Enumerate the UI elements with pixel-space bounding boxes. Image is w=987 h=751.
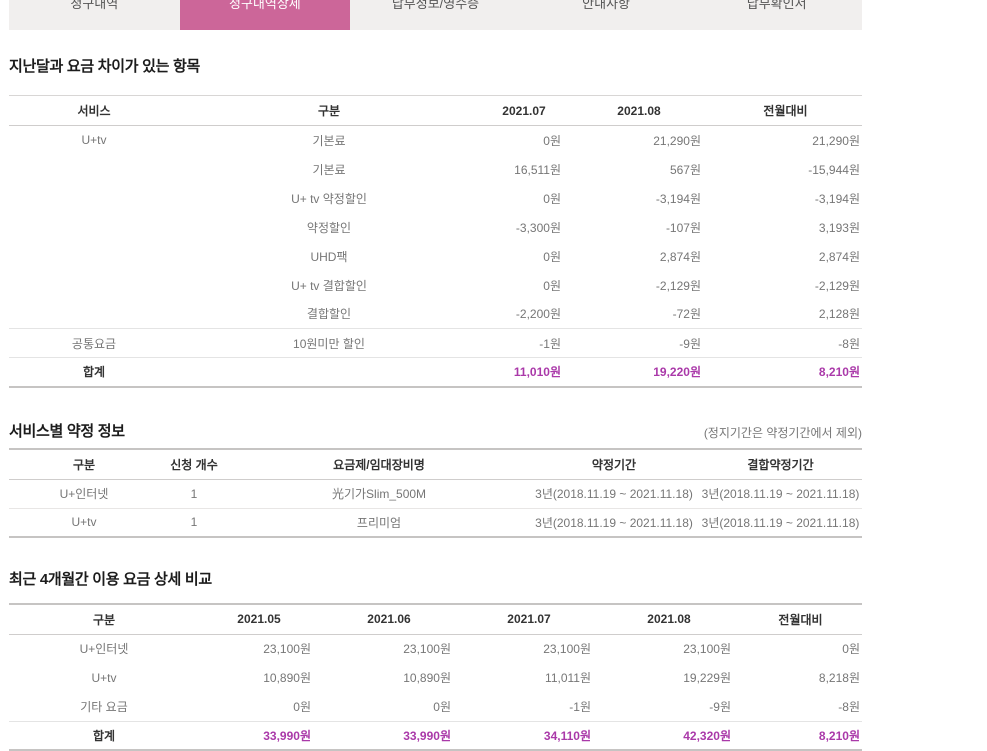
section1-title: 지난달과 요금 차이가 있는 항목	[9, 58, 200, 75]
table-row: U+인터넷 1 光기가Slim_500M 3년(2018.11.19 ~ 202…	[59, 486, 860, 502]
col-header-2021-05: 2021.05	[199, 603, 319, 635]
tab-bar: 청구내역 청구내역상세 납부정보/영수증 안내사항 납부확인서	[9, 0, 862, 30]
table-row: U+ tv 결합할인 0원 -2,129원 -2,129원	[291, 278, 860, 293]
table-row: U+tv 기본료 0원 21,290원 21,290원	[81, 133, 860, 148]
tab-payment-info-receipt[interactable]: 납부정보/영수증	[350, 0, 521, 30]
col-header-plan: 요금제/임대장비명	[229, 448, 529, 480]
col-header-bundle-period: 결합약정기간	[699, 448, 862, 480]
table-header-row: 구분 2021.05 2021.06 2021.07 2021.08 전월대비	[9, 603, 862, 635]
section2-note: (정지기간은 약정기간에서 제외)	[703, 426, 862, 440]
total-label: 합계	[9, 357, 179, 388]
col-header-type: 구분	[9, 603, 199, 635]
col-header-2021-06: 2021.06	[319, 603, 459, 635]
col-header-type: 구분	[9, 448, 159, 480]
table-row: U+ tv 약정할인 0원 -3,194원 -3,194원	[291, 191, 860, 206]
contract-info-table: 구분 신청 개수 요금제/임대장비명 약정기간 결합약정기간 U+인터넷 1 光…	[9, 448, 862, 538]
col-header-service: 서비스	[9, 95, 179, 126]
table-row: 결합할인 -2,200원 -72원 2,128원	[306, 307, 860, 322]
tab-billing-detail[interactable]: 청구내역상세	[179, 0, 351, 30]
tab-billing-summary[interactable]: 청구내역	[9, 0, 180, 30]
col-header-count: 신청 개수	[159, 448, 229, 480]
fee-difference-table: 서비스 구분 2021.07 2021.08 전월대비 U+tv 기본료 0원 …	[9, 95, 862, 388]
col-header-diff: 전월대비	[739, 603, 862, 635]
col-header-contract-period: 약정기간	[529, 448, 699, 480]
section3-title: 최근 4개월간 이용 요금 상세 비교	[9, 571, 212, 588]
four-month-comparison-table: 구분 2021.05 2021.06 2021.07 2021.08 전월대비 …	[9, 603, 862, 751]
tab-payment-confirmation[interactable]: 납부확인서	[691, 0, 862, 30]
table-header-row: 구분 신청 개수 요금제/임대장비명 약정기간 결합약정기간	[9, 448, 862, 480]
table-row: U+인터넷 23,100원 23,100원 23,100원 23,100원 0원	[79, 642, 860, 657]
col-header-2021-08: 2021.08	[569, 95, 709, 126]
table-row-common-fee: 공통요금 10원미만 할인 -1원 -9원 -8원	[9, 328, 862, 358]
table-header-row: 서비스 구분 2021.07 2021.08 전월대비	[9, 95, 862, 126]
table-row: 기타 요금 0원 0원 -1원 -9원 -8원	[80, 699, 860, 714]
col-header-diff: 전월대비	[709, 95, 862, 126]
table-total-row: 합계 11,010원 19,220원 8,210원	[9, 357, 862, 388]
table-row: UHD팩 0원 2,874원 2,874원	[310, 249, 860, 264]
section2-title: 서비스별 약정 정보	[9, 423, 125, 440]
table-row: 기본료 16,511원 567원 -15,944원	[312, 162, 860, 177]
table-row: U+tv 10,890원 10,890원 11,011원 19,229원 8,2…	[91, 670, 860, 686]
col-header-2021-08: 2021.08	[599, 603, 739, 635]
table-total-row: 합계 33,990원 33,990원 34,110원 42,320원 8,210…	[9, 720, 862, 751]
col-header-2021-07: 2021.07	[459, 603, 599, 635]
col-header-category: 구분	[179, 95, 479, 126]
total-label: 합계	[9, 720, 199, 751]
table-row: 약정할인 -3,300원 -107원 3,193원	[306, 220, 860, 235]
tab-notices[interactable]: 안내사항	[520, 0, 692, 30]
table-row: U+tv 1 프리미엄 3년(2018.11.19 ~ 2021.11.18) …	[9, 507, 862, 538]
col-header-2021-07: 2021.07	[479, 95, 569, 126]
